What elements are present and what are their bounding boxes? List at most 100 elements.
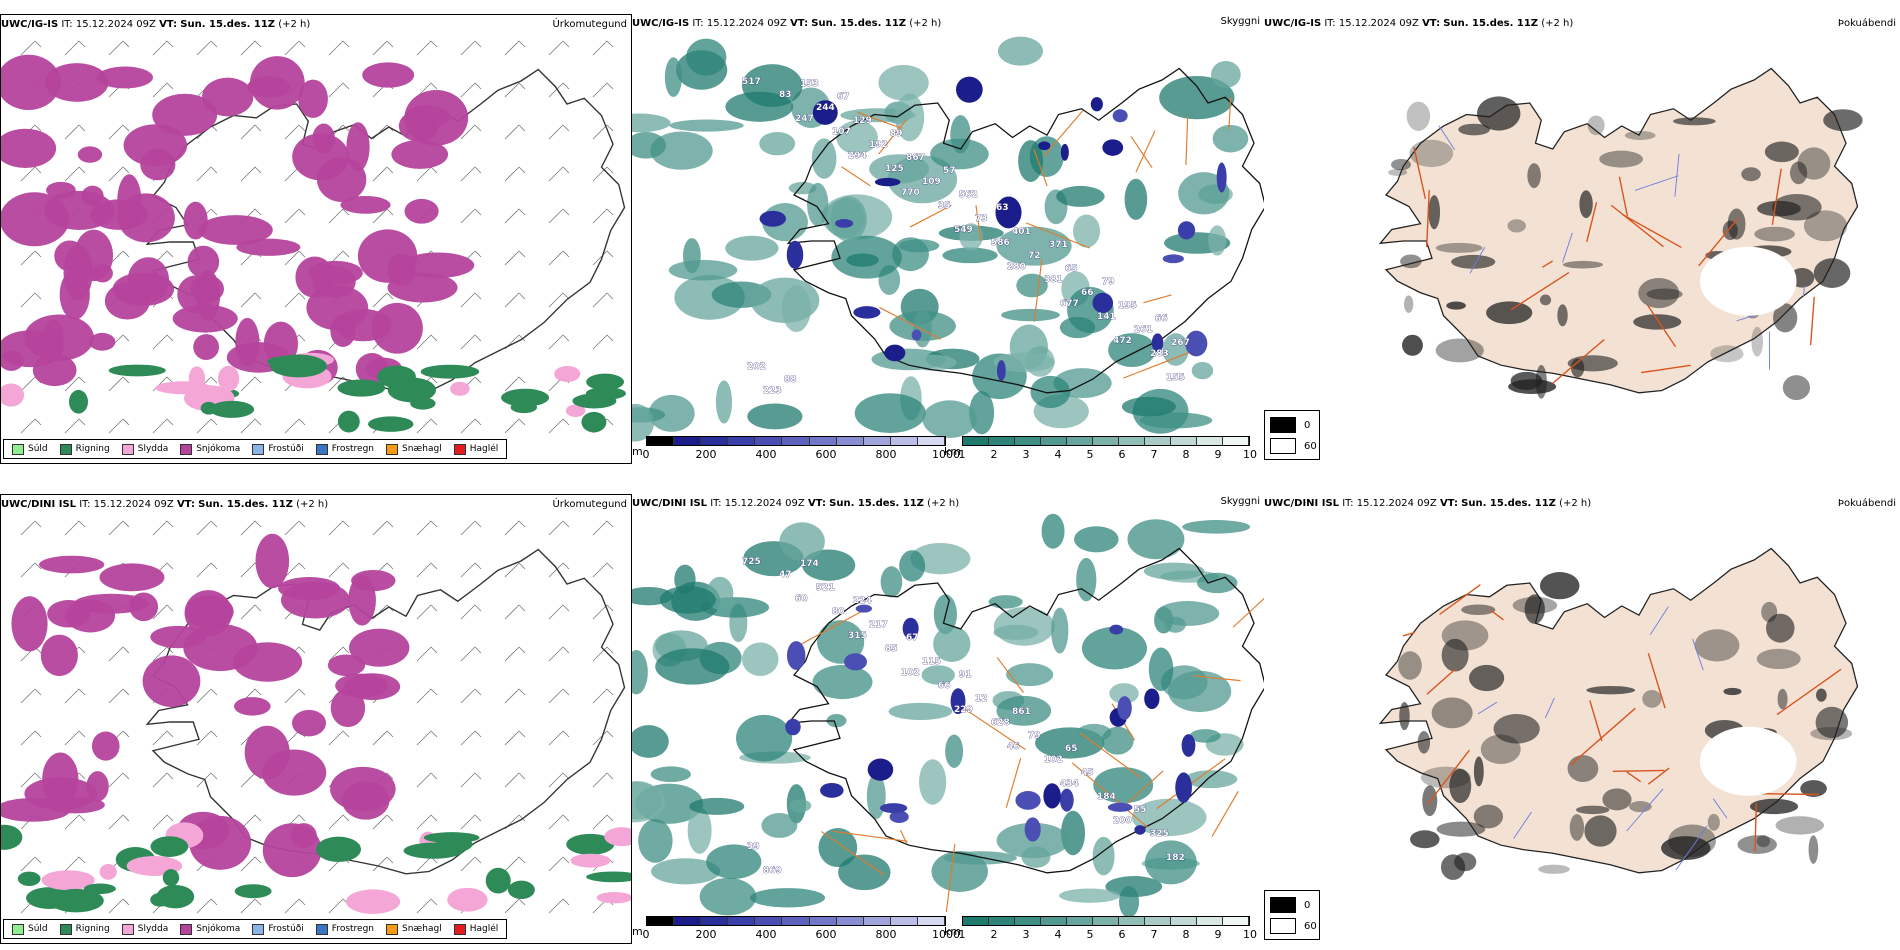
- cloud-base-label: 55: [1134, 805, 1147, 815]
- cloud-base-area: [844, 653, 867, 671]
- wind-barb: [328, 730, 350, 746]
- wind-barb: [240, 418, 262, 434]
- cloud-base-area: [1151, 333, 1164, 353]
- road: [1612, 769, 1665, 773]
- legend-item: Rigning: [59, 443, 110, 455]
- wind-barb: [592, 40, 614, 56]
- cloud-base-label: 549: [954, 225, 973, 235]
- visibility-area: [802, 549, 856, 581]
- wind-barb: [328, 814, 350, 830]
- legend-label: Snjókoma: [196, 444, 241, 454]
- snow-area: [330, 688, 366, 728]
- panel-title: Þokuábendi: [1837, 498, 1896, 509]
- panel-header: UWC/IG-IS IT: 15.12.2024 09Z VT: Sun. 15…: [1, 19, 311, 30]
- visibility-area: [638, 818, 673, 863]
- road: [821, 831, 885, 876]
- fog-area: [1431, 697, 1473, 729]
- cloud-base-label: 102: [1044, 755, 1063, 765]
- wind-barb: [460, 292, 482, 308]
- road: [1647, 767, 1670, 785]
- visibility-area: [826, 714, 847, 728]
- wind-barb: [108, 646, 130, 662]
- wind-barb: [548, 856, 570, 872]
- model-name: UWC/IG-IS: [1, 19, 59, 30]
- visibility-area: [1041, 513, 1065, 549]
- visibility-area: [945, 734, 964, 768]
- fog-area: [1486, 301, 1533, 325]
- snow-area: [32, 354, 77, 387]
- visibility-area: [1212, 124, 1249, 153]
- wind-barb: [548, 40, 570, 56]
- wind-barb: [592, 646, 614, 662]
- cloud-base-label: 63: [996, 203, 1009, 213]
- iceland-outline: [1378, 67, 1863, 401]
- cloud-base-label: 472: [1113, 336, 1132, 346]
- fog-area: [1586, 685, 1636, 695]
- cloud-base-label: 109: [922, 177, 941, 187]
- road: [1426, 668, 1456, 695]
- snow-area: [150, 625, 206, 649]
- fog-area: [1823, 109, 1863, 132]
- colorbar-cell: [836, 917, 864, 925]
- road: [1646, 304, 1677, 348]
- fog-area: [1766, 613, 1795, 643]
- precip-type-map-bottom: UWC/DINI ISL IT: 15.12.2024 09Z VT: Sun.…: [0, 494, 632, 944]
- panel-title: Úrkomutegund: [552, 19, 627, 30]
- rain-area: [234, 884, 272, 899]
- visibility-area: [1051, 607, 1069, 654]
- wind-barb: [284, 520, 306, 536]
- snow-area: [391, 139, 449, 169]
- fog-area: [1398, 651, 1422, 680]
- colorbar-tick: 2: [990, 448, 998, 461]
- legend-swatch: [386, 923, 399, 935]
- wind-barb: [460, 40, 482, 56]
- fog-area: [1737, 835, 1777, 854]
- road: [1123, 770, 1164, 808]
- fog-area: [1633, 314, 1682, 330]
- wind-barb: [416, 772, 438, 788]
- colorbar-cell: [701, 917, 729, 925]
- cloud-base-label: 224: [853, 596, 872, 606]
- legend-item: Súld: [12, 443, 48, 455]
- visibility-area: [1059, 888, 1121, 903]
- legend-item: Frostúði: [252, 923, 304, 935]
- model-name: UWC/IG-IS: [1264, 18, 1322, 29]
- snow-area: [1, 128, 57, 168]
- road: [1025, 222, 1091, 249]
- visibility-area: [1105, 876, 1163, 898]
- wind-barb: [152, 814, 174, 830]
- fog-area: [1775, 816, 1825, 835]
- cloud-base-area: [996, 360, 1006, 381]
- visibility-area: [933, 626, 971, 662]
- colorbar-cell: [1223, 917, 1249, 925]
- fog-area: [1642, 689, 1662, 708]
- legend-item: Rigning: [59, 923, 110, 935]
- legend-swatch: [252, 443, 265, 455]
- road: [1552, 338, 1605, 384]
- road: [1542, 260, 1554, 268]
- legend-label: Snjókoma: [196, 924, 241, 934]
- fog-area: [1638, 277, 1680, 309]
- wind-barb: [504, 250, 526, 266]
- visibility-area: [632, 131, 667, 159]
- rain-area: [155, 381, 211, 395]
- visibility-area: [922, 400, 977, 439]
- visibility-area: [880, 566, 903, 598]
- road: [1610, 204, 1664, 248]
- road: [1033, 259, 1043, 322]
- cloud-base-area: [1144, 688, 1160, 710]
- wind-barb: [504, 124, 526, 140]
- fog-area: [1661, 836, 1711, 860]
- cloud-base-label: 217: [869, 620, 888, 630]
- visibility-area: [1108, 333, 1156, 367]
- legend-item: Snæhagl: [386, 443, 442, 455]
- cloud-base-label: 66: [1081, 288, 1094, 298]
- colorbar-cell: [1015, 437, 1041, 445]
- cloud-base-label: 628: [991, 718, 1010, 728]
- visibility-area: [878, 64, 929, 101]
- colorbar-tick: 4: [1054, 928, 1062, 941]
- colorbar-cell: [1119, 437, 1145, 445]
- cloud-base-area: [853, 306, 881, 319]
- panel-title: Þokuábendi: [1837, 18, 1896, 29]
- wind-barb: [372, 814, 394, 830]
